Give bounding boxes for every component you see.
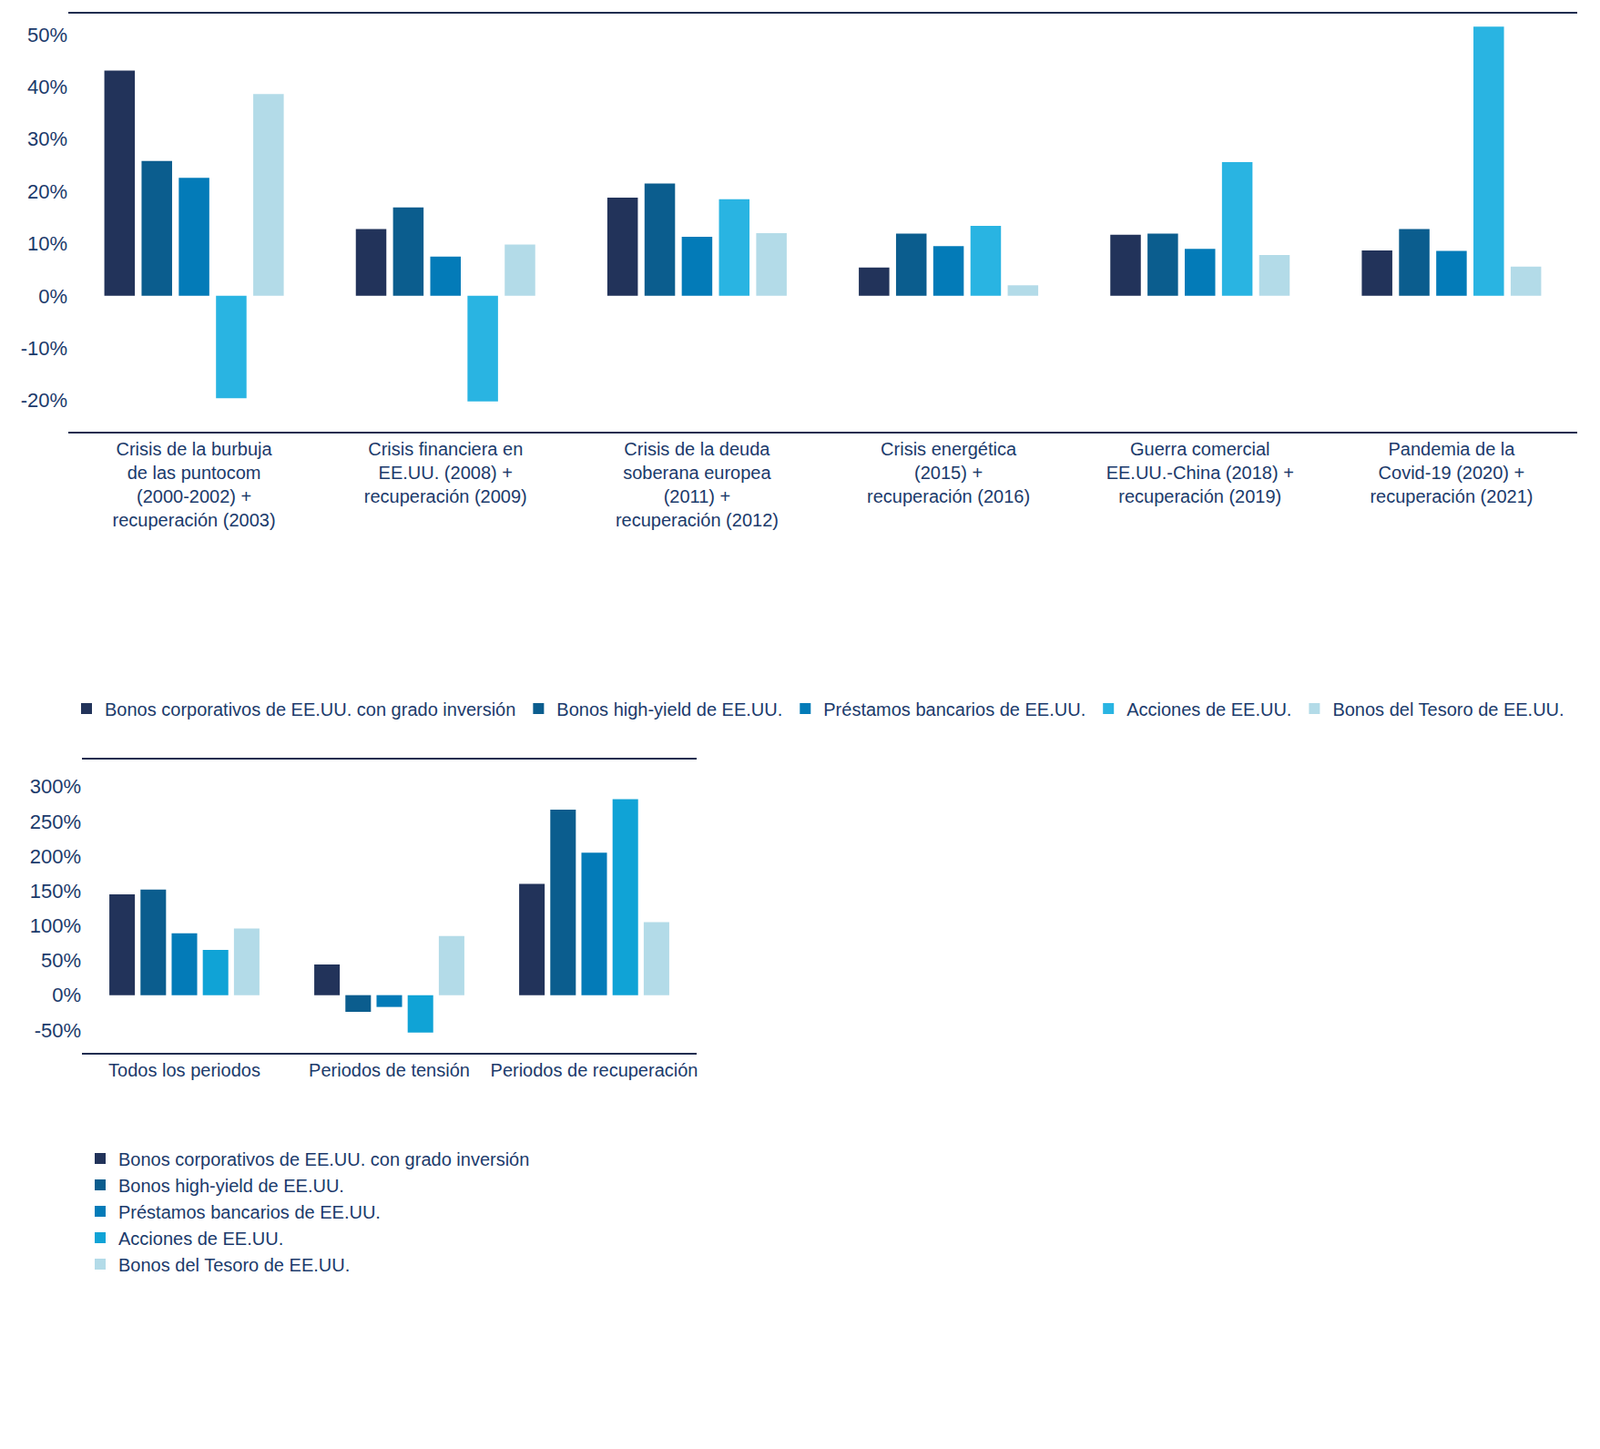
svg-text:0%: 0% [38, 285, 68, 308]
svg-text:Guerra comercialEE.UU.-China (: Guerra comercialEE.UU.-China (2018) +rec… [1106, 438, 1295, 507]
svg-text:Bonos corporativos de EE.UU. c: Bonos corporativos de EE.UU. con grado i… [104, 699, 516, 720]
svg-text:-50%: -50% [34, 1019, 82, 1042]
svg-text:100%: 100% [30, 914, 82, 938]
svg-text:40%: 40% [27, 75, 68, 99]
svg-text:300%: 300% [30, 774, 82, 798]
svg-text:Crisis financiera enEE.UU. (20: Crisis financiera enEE.UU. (2008) +recup… [364, 438, 528, 507]
svg-text:Bonos high-yield de EE.UU.: Bonos high-yield de EE.UU. [118, 1175, 345, 1196]
svg-text:150%: 150% [30, 879, 82, 903]
svg-text:250%: 250% [30, 810, 82, 834]
svg-text:Bonos corporativos de EE.UU. c: Bonos corporativos de EE.UU. con grado i… [118, 1149, 530, 1170]
svg-text:Bonos del Tesoro de EE.UU.: Bonos del Tesoro de EE.UU. [118, 1254, 350, 1275]
svg-text:-10%: -10% [20, 336, 68, 360]
svg-text:Préstamos bancarios de EE.UU.: Préstamos bancarios de EE.UU. [118, 1202, 381, 1223]
svg-text:30%: 30% [27, 127, 68, 151]
svg-text:200%: 200% [30, 845, 82, 868]
svg-text:Préstamos bancarios de EE.UU.: Préstamos bancarios de EE.UU. [823, 699, 1086, 720]
svg-text:20%: 20% [27, 180, 68, 204]
svg-text:0%: 0% [51, 983, 82, 1007]
svg-text:Acciones de EE.UU.: Acciones de EE.UU. [118, 1228, 284, 1249]
svg-text:Acciones de EE.UU.: Acciones de EE.UU. [1126, 699, 1292, 720]
svg-text:10%: 10% [27, 232, 68, 255]
svg-text:Crisis de la deudasoberana eur: Crisis de la deudasoberana europea(2011)… [615, 438, 779, 530]
svg-text:Bonos del Tesoro de EE.UU.: Bonos del Tesoro de EE.UU. [1332, 699, 1564, 720]
svg-text:Pandemia de laCovid-19 (2020): Pandemia de laCovid-19 (2020) +recuperac… [1369, 438, 1533, 507]
svg-text:Crisis energética(2015) +recup: Crisis energética(2015) +recuperación (2… [866, 438, 1030, 507]
svg-text:50%: 50% [40, 948, 82, 972]
svg-text:Periodos de tensión: Periodos de tensión [308, 1059, 470, 1081]
svg-text:50%: 50% [27, 23, 68, 47]
svg-text:Todos los periodos: Todos los periodos [108, 1059, 261, 1081]
svg-text:Periodos de recuperación: Periodos de recuperación [490, 1059, 699, 1081]
svg-text:Bonos high-yield de EE.UU.: Bonos high-yield de EE.UU. [556, 699, 783, 720]
svg-text:-20%: -20% [20, 388, 68, 412]
svg-text:Crisis de la burbujade las pun: Crisis de la burbujade las puntocom(2000… [112, 438, 276, 530]
